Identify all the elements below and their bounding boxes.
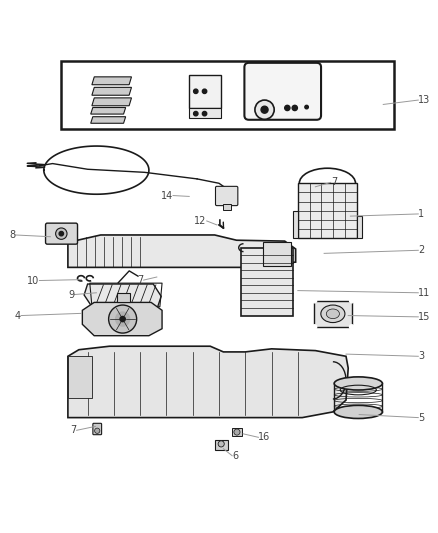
Bar: [189, 108, 221, 118]
Circle shape: [218, 441, 224, 447]
Circle shape: [194, 89, 198, 93]
Bar: [241, 248, 293, 316]
Text: 13: 13: [418, 95, 431, 105]
Text: 16: 16: [258, 432, 271, 442]
Bar: [215, 440, 228, 450]
Circle shape: [305, 106, 308, 109]
FancyBboxPatch shape: [215, 187, 238, 206]
Polygon shape: [92, 98, 131, 106]
Ellipse shape: [334, 405, 382, 418]
Circle shape: [202, 111, 207, 116]
Circle shape: [56, 228, 67, 239]
Text: 1: 1: [418, 209, 424, 219]
Circle shape: [116, 312, 130, 326]
Circle shape: [255, 100, 274, 119]
Text: 4: 4: [15, 311, 21, 320]
Circle shape: [312, 325, 317, 329]
Bar: [232, 427, 242, 437]
Text: 7: 7: [138, 275, 144, 285]
Polygon shape: [92, 87, 131, 95]
Bar: [189, 75, 221, 108]
Circle shape: [292, 106, 297, 110]
Polygon shape: [68, 346, 348, 418]
Bar: [314, 301, 352, 327]
Circle shape: [234, 429, 240, 435]
Circle shape: [261, 106, 268, 113]
Circle shape: [312, 298, 317, 303]
Text: 9: 9: [68, 289, 74, 300]
Circle shape: [350, 325, 354, 329]
Bar: [298, 183, 357, 238]
Text: 7: 7: [331, 177, 337, 188]
Bar: [68, 356, 92, 398]
Circle shape: [350, 298, 354, 303]
Polygon shape: [68, 235, 296, 268]
Circle shape: [59, 231, 64, 236]
FancyBboxPatch shape: [93, 423, 102, 435]
Polygon shape: [82, 302, 162, 336]
Polygon shape: [91, 108, 126, 114]
Bar: [61, 61, 394, 128]
Text: 5: 5: [418, 413, 424, 423]
Bar: [357, 216, 362, 238]
Text: 3: 3: [418, 351, 424, 361]
FancyBboxPatch shape: [46, 223, 78, 244]
Circle shape: [285, 106, 290, 110]
Text: 2: 2: [418, 245, 424, 255]
Ellipse shape: [326, 309, 339, 319]
Text: 8: 8: [9, 230, 15, 240]
Text: 7: 7: [71, 425, 77, 435]
Text: 6: 6: [232, 451, 238, 461]
Text: 11: 11: [418, 288, 431, 298]
Bar: [223, 204, 231, 209]
Polygon shape: [84, 284, 161, 307]
Ellipse shape: [321, 305, 345, 322]
Text: 10: 10: [27, 276, 39, 286]
Bar: [293, 211, 298, 238]
Text: 15: 15: [418, 312, 431, 322]
Circle shape: [109, 305, 137, 333]
Circle shape: [194, 111, 198, 116]
Text: 12: 12: [194, 216, 207, 226]
Bar: [117, 293, 130, 302]
Polygon shape: [92, 77, 131, 85]
Text: 14: 14: [161, 190, 173, 200]
Circle shape: [120, 317, 125, 322]
Polygon shape: [91, 117, 126, 123]
Ellipse shape: [334, 377, 382, 390]
Circle shape: [202, 89, 207, 93]
Bar: [263, 241, 291, 265]
FancyBboxPatch shape: [244, 63, 321, 120]
Circle shape: [95, 428, 100, 433]
